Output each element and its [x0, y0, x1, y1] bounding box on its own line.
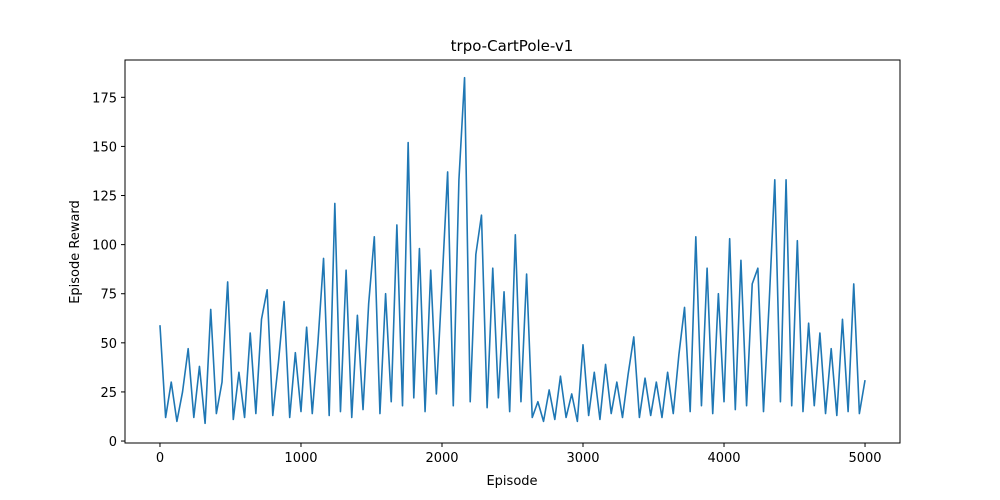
- x-tick-label: 0: [156, 451, 164, 466]
- y-tick-label: 0: [109, 435, 117, 450]
- data-line: [159, 76, 866, 425]
- x-tick-label: 2000: [425, 451, 458, 466]
- y-tick-label: 50: [100, 337, 117, 352]
- y-tick-label: 100: [92, 239, 117, 254]
- x-tick-label: 1000: [284, 451, 317, 466]
- y-tick-label: 175: [92, 91, 117, 106]
- x-tick-label: 5000: [848, 451, 881, 466]
- chart-title: trpo-CartPole-v1: [451, 37, 574, 55]
- y-tick-label: 125: [92, 190, 117, 205]
- x-axis-label: Episode: [486, 474, 537, 489]
- x-tick-label: 4000: [707, 451, 740, 466]
- y-tick-label: 25: [100, 386, 117, 401]
- y-tick-label: 150: [92, 140, 117, 155]
- y-axis-label: Episode Reward: [68, 200, 83, 304]
- y-tick-label: 75: [100, 288, 117, 303]
- x-tick-label: 3000: [566, 451, 599, 466]
- plot-frame: [124, 59, 901, 444]
